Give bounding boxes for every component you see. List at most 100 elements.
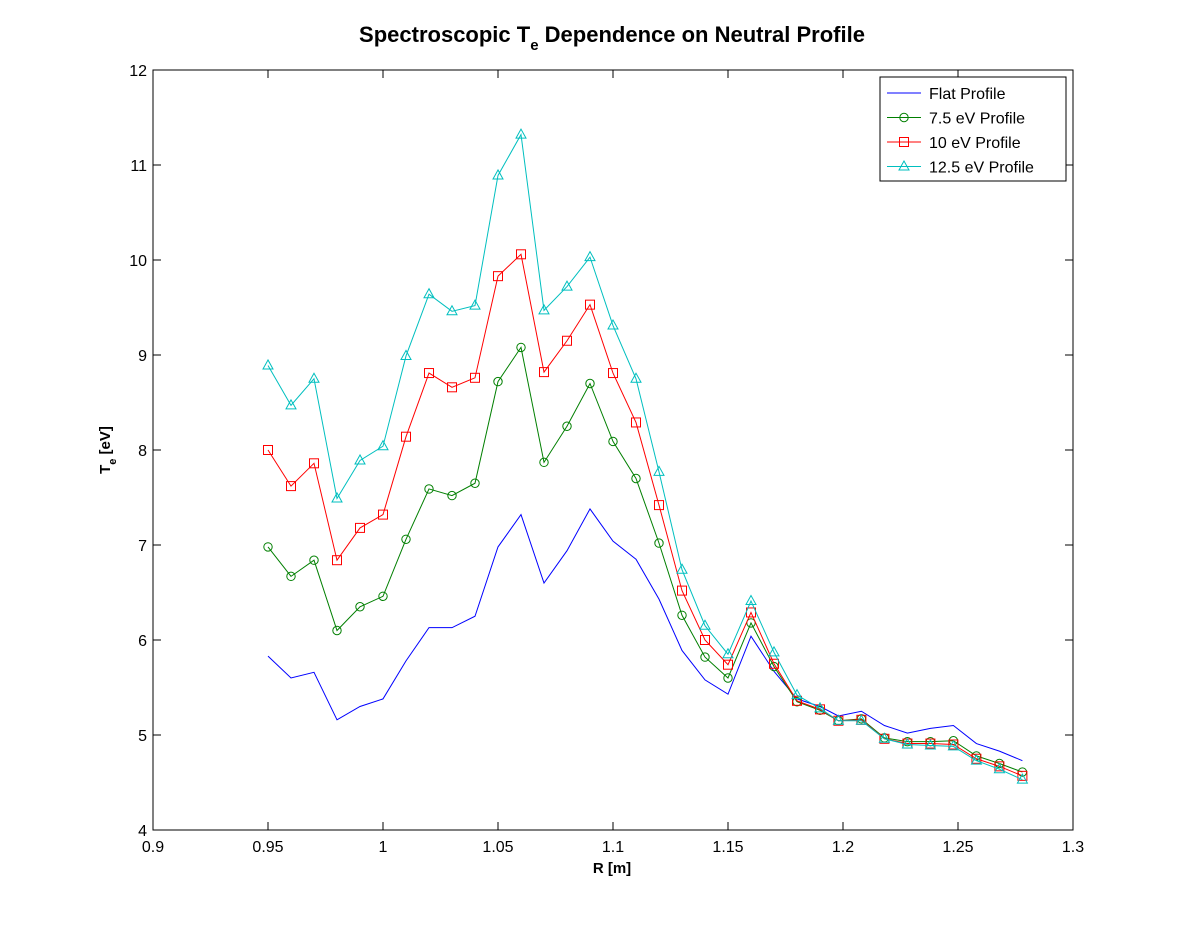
data-point-triangle — [993, 762, 1006, 774]
x-tick-label: 1.05 — [482, 839, 513, 856]
data-point-square — [401, 431, 411, 442]
data-point-triangle — [285, 398, 297, 410]
data-point-triangle — [791, 688, 803, 700]
data-point-square — [792, 695, 802, 706]
y-tick-label: 7 — [138, 538, 147, 555]
data-point-circle — [286, 571, 296, 582]
data-point-square — [815, 704, 825, 715]
series-line — [267, 133, 1023, 781]
data-point-triangle — [676, 563, 688, 574]
data-point-triangle — [446, 304, 458, 316]
data-point-square — [899, 137, 909, 147]
data-point-triangle — [630, 372, 642, 383]
data-point-triangle — [855, 714, 868, 725]
data-point-circle — [424, 484, 434, 494]
data-point-triangle — [538, 303, 550, 315]
data-point-square — [286, 481, 296, 492]
data-point-square — [1017, 770, 1028, 781]
data-point-triangle — [354, 453, 366, 465]
data-point-circle — [355, 602, 365, 612]
data-point-square — [769, 658, 779, 669]
legend-label: 12.5 eV Profile — [929, 160, 1034, 177]
y-tick-label: 11 — [130, 158, 147, 175]
x-tick-label: 1.15 — [712, 839, 743, 856]
legend-label: 10 eV Profile — [929, 135, 1021, 152]
y-axis-label-subscript: e — [107, 459, 119, 465]
data-point-triangle — [722, 647, 734, 659]
legend-entry: Flat Profile — [887, 86, 1006, 103]
data-point-square — [677, 585, 687, 596]
data-point-square — [723, 659, 733, 670]
series-12-5-ev-profile — [262, 128, 1029, 784]
data-point-triangle — [492, 168, 504, 180]
data-point-triangle — [745, 594, 757, 606]
data-point-triangle — [584, 250, 596, 262]
legend-box — [879, 76, 1067, 182]
data-point-triangle — [878, 732, 891, 743]
y-tick-label: 8 — [138, 443, 147, 460]
data-point-circle — [631, 473, 641, 484]
chart-title: Spectroscopic Te Dependence on Neutral P… — [359, 22, 865, 54]
x-tick-label: 1.3 — [1062, 839, 1084, 856]
x-tick-label: 0.9 — [142, 839, 164, 856]
data-point-triangle — [832, 714, 845, 725]
y-tick-label: 4 — [138, 823, 147, 840]
data-point-circle — [332, 625, 342, 636]
y-tick-label: 6 — [138, 633, 147, 650]
data-point-circle — [899, 112, 909, 123]
data-point-triangle — [699, 619, 711, 630]
data-point-triangle — [331, 491, 343, 503]
legend: Flat Profile 7.5 eV Profile 10 eV Profile 1… — [879, 76, 1067, 182]
data-point-circle — [723, 673, 733, 683]
data-point-triangle — [768, 645, 780, 657]
axis-ticks: 0.9 0.95 1 1.05 1.1 1.15 1.2 1.25 1.3 4 5 6 7 8 9 10 11 1… — [129, 63, 1084, 856]
chart-title-main: Spectroscopic T — [359, 22, 531, 47]
data-point-square — [585, 299, 595, 310]
series-line — [267, 346, 1023, 773]
data-point-square — [493, 271, 503, 282]
x-tick-label: 0.95 — [252, 839, 283, 856]
data-point-square — [608, 368, 618, 379]
data-point-triangle — [469, 299, 481, 310]
data-point-square — [332, 555, 342, 566]
data-point-square — [994, 761, 1005, 772]
data-point-square — [562, 335, 572, 346]
data-point-triangle — [924, 738, 937, 750]
data-point-circle — [700, 652, 710, 662]
data-point-square — [378, 509, 388, 520]
data-point-triangle — [901, 737, 914, 749]
data-point-triangle — [515, 128, 527, 139]
data-point-triangle — [561, 280, 573, 291]
data-point-circle — [470, 478, 480, 488]
legend-entry: 12.5 eV Profile — [887, 160, 1034, 177]
plot-area — [152, 69, 1074, 831]
x-tick-label: 1.25 — [942, 839, 973, 856]
legend-entry: 7.5 eV Profile — [887, 111, 1025, 128]
y-axis-label-rest: [eV] — [97, 426, 114, 459]
chart-title-rest: Dependence on Neutral Profile — [539, 22, 865, 47]
data-point-square — [447, 382, 457, 393]
series-flat-profile — [267, 507, 1023, 762]
y-axis-label: Te [eV] — [97, 426, 119, 474]
data-point-square — [355, 522, 365, 533]
data-point-triangle — [1016, 773, 1029, 784]
data-point-triangle — [970, 754, 983, 765]
data-point-triangle — [377, 439, 389, 451]
data-point-square — [424, 368, 434, 379]
data-point-square — [631, 417, 641, 428]
data-point-square — [539, 367, 549, 378]
data-point-square — [470, 372, 480, 383]
data-point-triangle — [262, 358, 274, 370]
data-point-circle — [539, 457, 549, 468]
series-layer — [262, 128, 1029, 784]
data-point-circle — [378, 591, 388, 601]
y-tick-label: 10 — [129, 253, 147, 270]
x-axis-label: R [m] — [593, 860, 631, 877]
x-tick-label: 1.1 — [602, 839, 624, 856]
data-point-circle — [493, 376, 503, 387]
x-tick-label: 1.2 — [832, 839, 854, 856]
chart-title-subscript: e — [530, 37, 538, 54]
data-point-circle — [447, 490, 457, 501]
y-tick-label: 5 — [138, 728, 147, 745]
